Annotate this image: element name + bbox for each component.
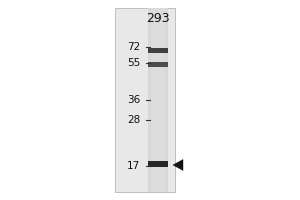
Text: 28: 28: [127, 115, 140, 125]
Bar: [148, 161, 168, 167]
Bar: [148, 47, 168, 52]
Text: 293: 293: [146, 12, 170, 25]
Polygon shape: [173, 160, 183, 170]
Bar: [115, 8, 175, 192]
Bar: [148, 8, 168, 192]
Text: 72: 72: [127, 42, 140, 52]
Text: 17: 17: [127, 161, 140, 171]
Text: 36: 36: [127, 95, 140, 105]
Bar: [151, 8, 165, 192]
Text: 55: 55: [127, 58, 140, 68]
Bar: [148, 62, 168, 66]
